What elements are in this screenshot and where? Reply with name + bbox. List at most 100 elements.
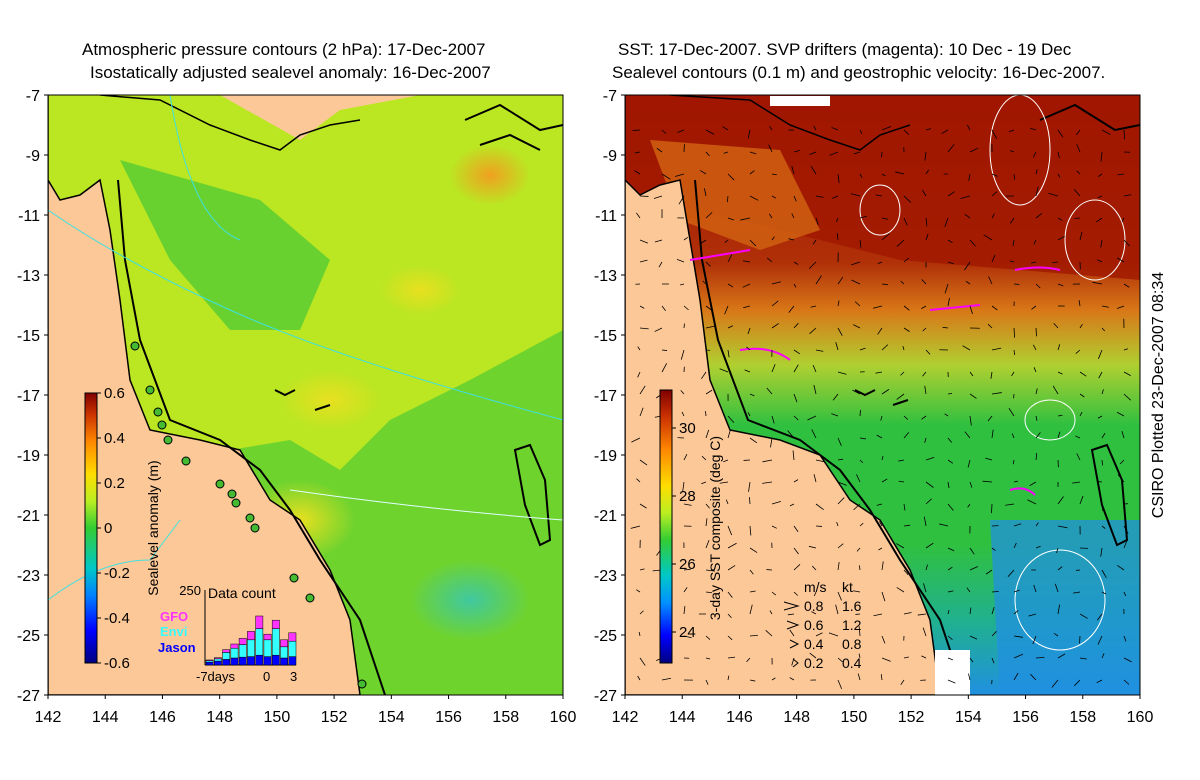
right-lat-labels: -7 -9 -11 -13 -15 -17 -19 -21 -23 -25 -27 (594, 88, 625, 705)
left-lon-label: 152 (321, 709, 348, 726)
left-lon-label: 154 (378, 709, 405, 726)
velocity-legend-ms: 0.6 (804, 617, 824, 633)
inset-bar-segment (247, 639, 255, 657)
velocity-legend-arrow (792, 658, 799, 668)
left-lon-label: 160 (550, 709, 577, 726)
left-land-png (48, 95, 420, 140)
left-colorbar-ticks: 0.6 0.4 0.2 0 -0.2 -0.4 -0.6 (97, 385, 130, 672)
right-lat-label: -9 (603, 148, 617, 165)
inset-bar-segment (280, 639, 288, 648)
right-lat-label: -15 (594, 328, 617, 345)
right-title-line1: SST: 17-Dec-2007. SVP drifters (magenta)… (618, 40, 1072, 59)
left-colorbar-tick: 0.6 (104, 385, 125, 402)
right-lat-label: -21 (594, 508, 617, 525)
right-lat-label: -19 (594, 448, 617, 465)
left-lat-label: -7 (26, 88, 40, 105)
drifter-track-1 (689, 249, 751, 261)
left-lat-label: -13 (17, 268, 40, 285)
right-lat-label: -23 (594, 568, 617, 585)
right-colorbar-tick: 26 (679, 556, 696, 573)
right-lon-label: 150 (841, 709, 868, 726)
left-lon-label: 156 (435, 709, 462, 726)
inset-legend-envi: Envi (160, 624, 187, 639)
right-colorbar (659, 389, 673, 664)
inset-xlabel-end: 3 (290, 669, 297, 684)
velocity-legend-header-kt: kt (842, 579, 853, 595)
inset-bar-segment (271, 628, 280, 656)
velocity-legend-header-ms: m/s (804, 579, 827, 595)
left-lat-label: -9 (26, 148, 40, 165)
right-lon-label: 144 (669, 709, 696, 726)
inset-bar-segment (255, 628, 264, 656)
right-colorbar-tick: 28 (679, 488, 696, 505)
inset-bar-segment (205, 661, 214, 666)
inset-bar-segment (280, 657, 288, 666)
left-colorbar-tick: 0.2 (104, 475, 125, 492)
right-title-line2: Sealevel contours (0.1 m) and geostrophi… (612, 63, 1106, 82)
drifter-track-2 (739, 347, 791, 361)
inset-bar-segment (247, 656, 255, 666)
right-lon-label: 148 (783, 709, 810, 726)
inset-ymax-label: 250 (179, 583, 201, 598)
drifter-track-4 (1014, 266, 1061, 271)
inset-bar-segment (263, 656, 272, 666)
velocity-legend-kt: 0.8 (842, 636, 862, 652)
left-lat-label: -11 (18, 208, 40, 225)
left-title-line1: Atmospheric pressure contours (2 hPa): 1… (82, 40, 486, 59)
left-map (48, 95, 563, 695)
inset-bar-segment (280, 646, 288, 659)
left-lon-label: 146 (149, 709, 176, 726)
right-colorbar-label: 3-day SST composite (deg C) (707, 436, 723, 620)
right-lon-label: 156 (1012, 709, 1039, 726)
velocity-legend-kt: 0.4 (842, 655, 862, 671)
left-lon-label: 150 (264, 709, 291, 726)
inset-bar-segment (247, 631, 255, 641)
inset-bar-segment (214, 660, 222, 666)
left-lon-label: 158 (492, 709, 519, 726)
inset-bar-segment (288, 640, 297, 657)
velocity-legend-kt: 1.6 (842, 598, 862, 614)
drifter-track-3 (929, 304, 981, 311)
inset-bar-segment (205, 659, 214, 662)
left-track-dots (130, 341, 367, 689)
inset-bar-segment (271, 654, 280, 666)
left-lon-label: 144 (92, 709, 119, 726)
left-lat-label: -23 (17, 568, 40, 585)
inset-bar-segment (214, 658, 222, 662)
inset-bar-segment (288, 656, 297, 666)
right-map (625, 95, 1140, 695)
right-lon-label: 154 (955, 709, 982, 726)
left-lat-label: -17 (17, 388, 40, 405)
right-lat-label: -17 (594, 388, 617, 405)
right-lat-label: -25 (594, 628, 617, 645)
left-lon-label: 142 (35, 709, 62, 726)
left-lon-labels: 142 144 146 148 150 152 154 156 158 160 (35, 695, 577, 726)
left-colorbar-tick: 0 (104, 520, 112, 537)
right-colorbar-ticks: 30 28 26 24 (672, 420, 696, 641)
left-colorbar-tick: -0.2 (104, 565, 130, 582)
right-lat-label: -11 (595, 208, 617, 225)
inset-bar-segment (230, 657, 239, 666)
inset-bar-segment (255, 615, 264, 629)
credit-text: CSIRO Plotted 23-Dec-2007 08:34 (1150, 272, 1167, 518)
left-lat-label: -25 (17, 628, 40, 645)
right-lon-label: 142 (612, 709, 639, 726)
left-lat-label: -21 (17, 508, 40, 525)
velocity-legend-ms: 0.4 (804, 636, 824, 652)
velocity-legend-arrow (789, 639, 800, 649)
right-lon-labels: 142 144 146 148 150 152 154 156 158 160 (612, 695, 1154, 726)
inset-bar-segment (255, 654, 264, 666)
inset-title: Data count (208, 585, 276, 601)
left-title-line2: Isostatically adjusted sealevel anomaly:… (90, 63, 491, 82)
right-land-australia (625, 95, 941, 695)
left-land-australia (48, 95, 361, 695)
left-colorbar-tick: -0.4 (104, 610, 130, 627)
velocity-legend-ms: 0.8 (804, 598, 824, 614)
right-lon-label: 160 (1127, 709, 1154, 726)
inset-bar-segment (238, 644, 247, 658)
velocity-legend-arrow (783, 601, 800, 611)
left-colorbar-tick: 0.4 (104, 430, 125, 447)
inset-xlabel-start: -7days (196, 669, 236, 684)
inset-bar-segment (230, 647, 239, 659)
